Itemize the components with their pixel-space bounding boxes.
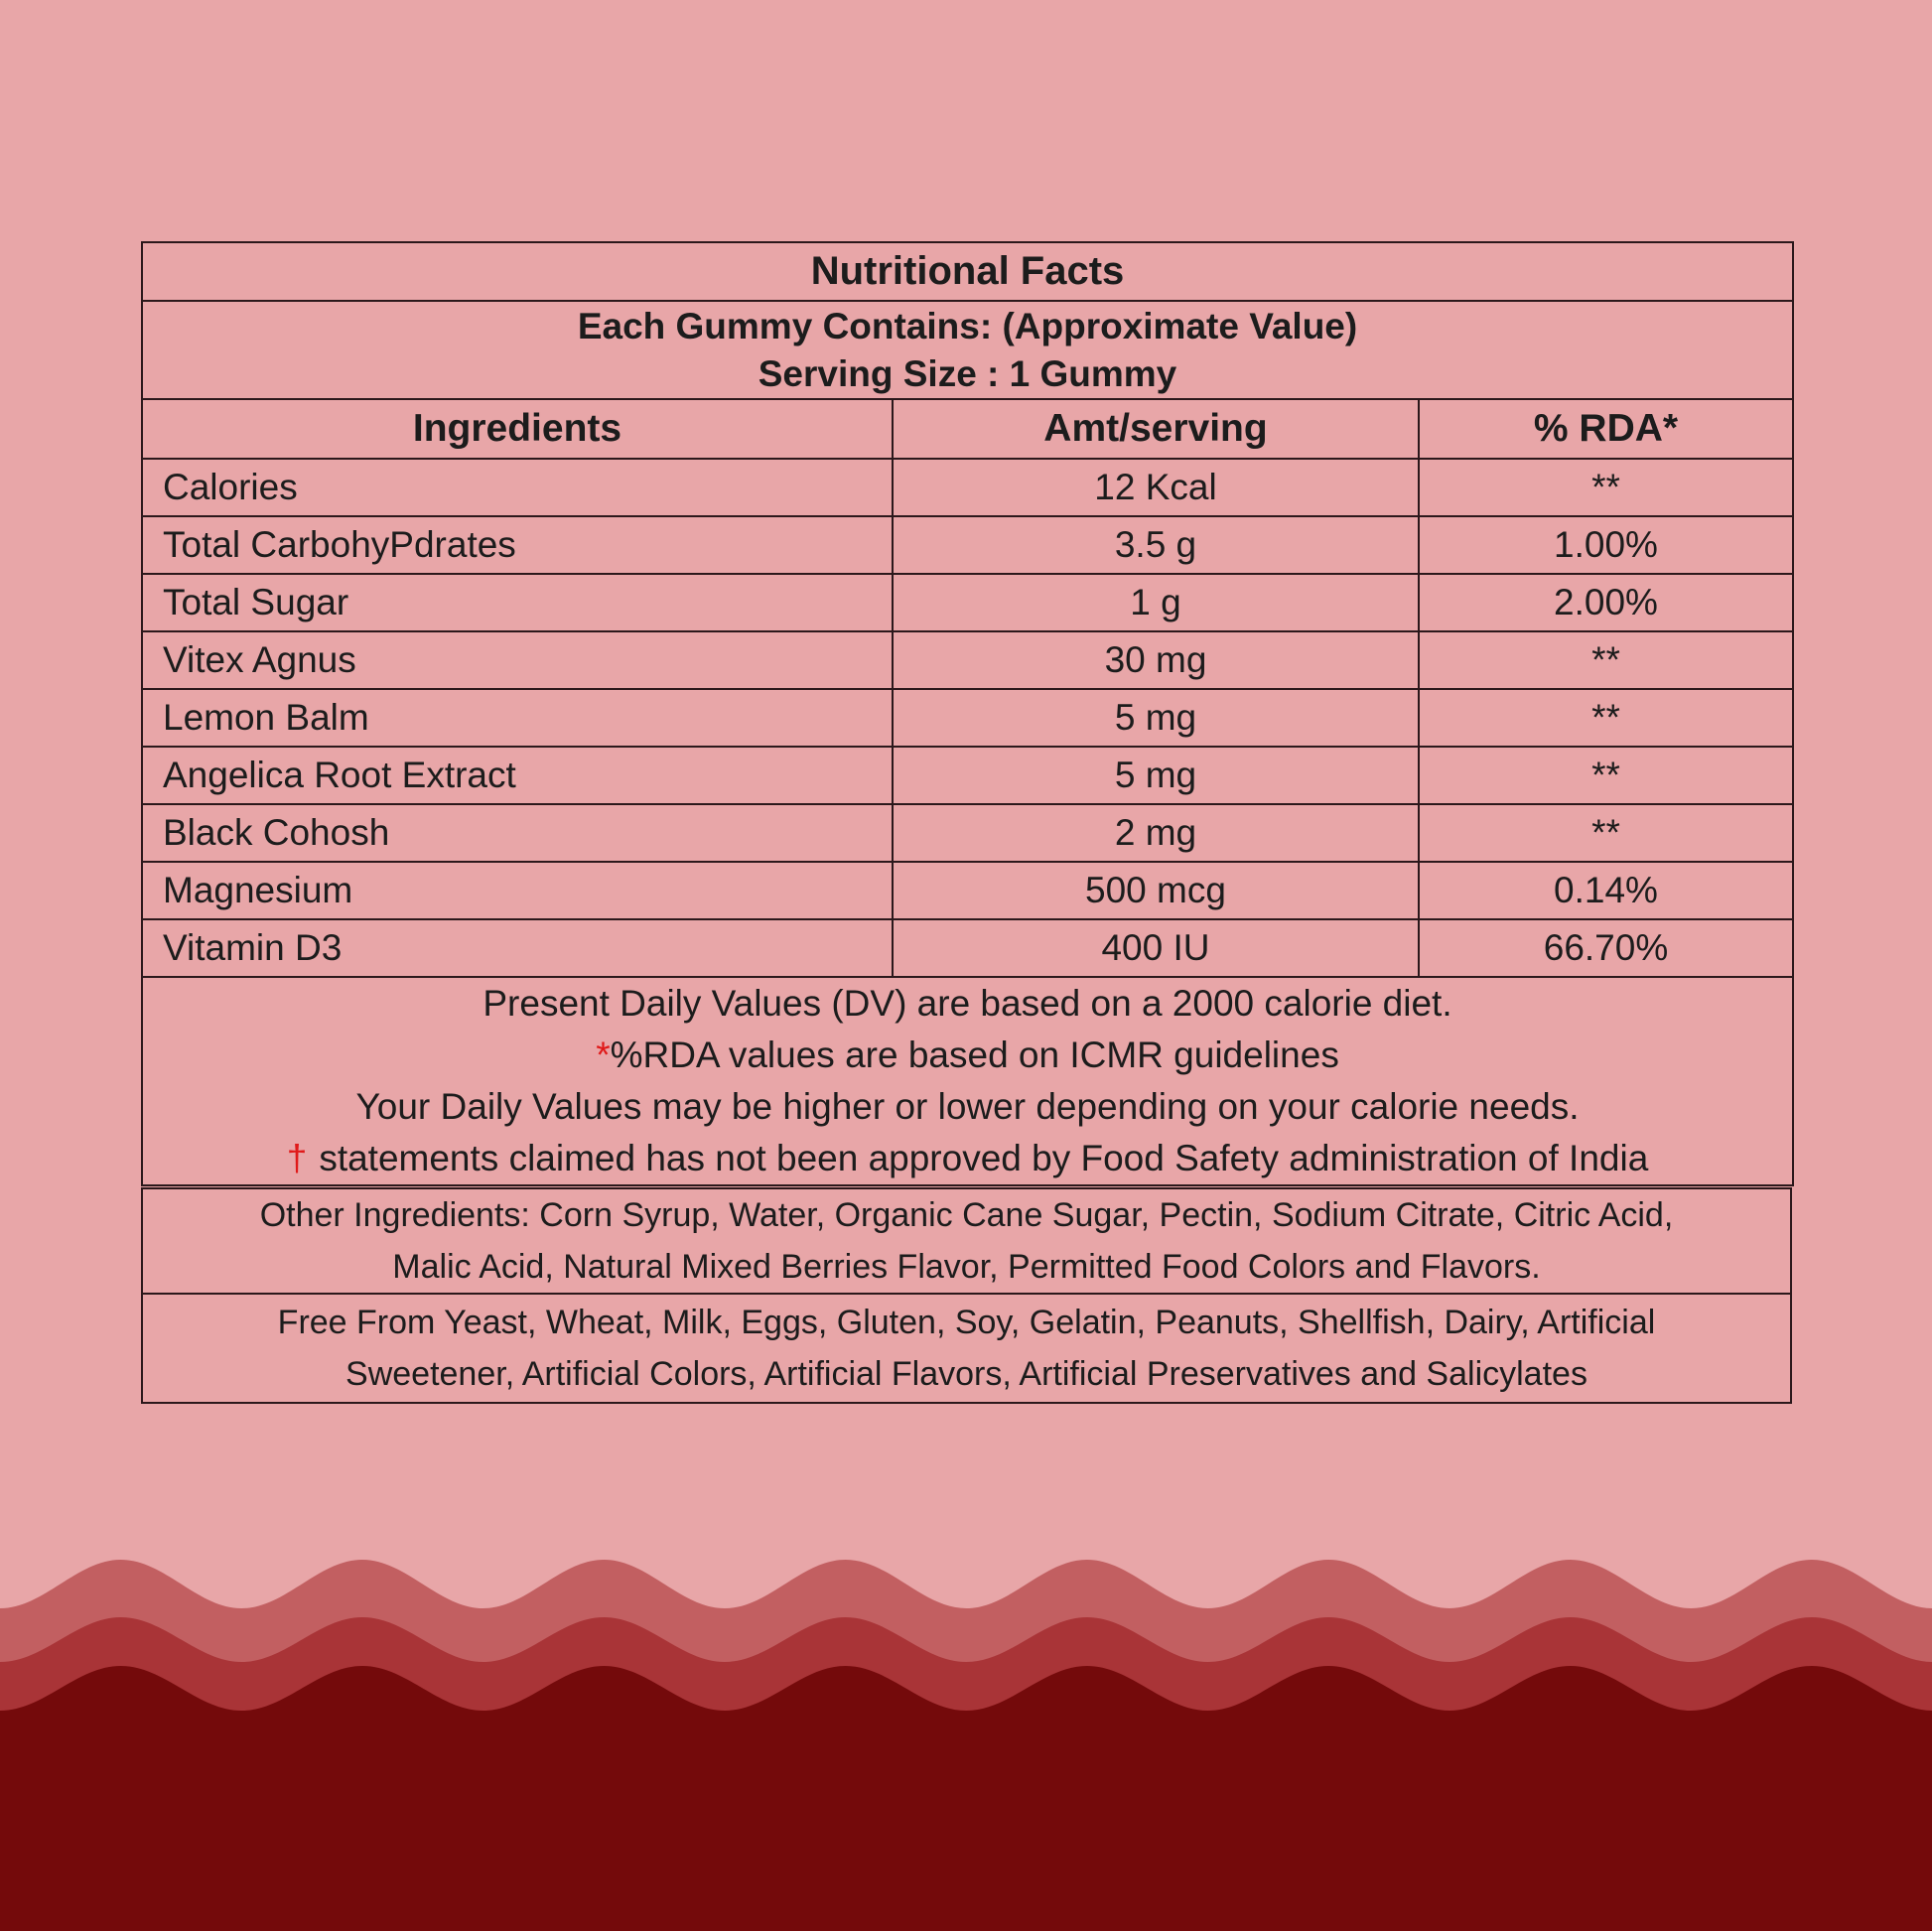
footnote-calorie-needs: Your Daily Values may be higher or lower… — [355, 1086, 1580, 1127]
ingredient-name-cell: Black Cohosh — [141, 803, 894, 863]
table-row: Lemon Balm 5 mg ** — [141, 688, 1795, 748]
ingredient-name-cell: Vitex Agnus — [141, 630, 894, 690]
asterisk-mark: * — [596, 1034, 611, 1075]
rda-cell: ** — [1417, 803, 1795, 863]
ingredient-name-cell: Total Sugar — [141, 573, 894, 632]
table-row: Black Cohosh 2 mg ** — [141, 803, 1795, 863]
ingredient-name-cell: Calories — [141, 458, 894, 517]
footnote-daily-values: Present Daily Values (DV) are based on a… — [483, 983, 1452, 1024]
serving-info-cell: Each Gummy Contains: (Approximate Value)… — [140, 300, 1795, 400]
ingredient-name-cell: Angelica Root Extract — [141, 746, 894, 805]
footnotes-cell: Present Daily Values (DV) are based on a… — [140, 976, 1795, 1186]
page-title: Nutritional Facts — [140, 241, 1795, 302]
other-ingredients-row: Other Ingredients: Corn Syrup, Water, Or… — [141, 1187, 1792, 1295]
dagger-mark: † — [286, 1138, 308, 1178]
column-header-rda: % RDA* — [1417, 398, 1795, 460]
table-row: Calories 12 Kcal ** — [141, 458, 1795, 517]
ingredient-name-cell: Magnesium — [141, 861, 894, 920]
table-row: Total Sugar 1 g 2.00% — [141, 573, 1795, 632]
wave-decoration — [0, 1560, 1932, 1931]
footnotes-row: Present Daily Values (DV) are based on a… — [140, 976, 1795, 1186]
other-ingredients-text: Other Ingredients: Corn Syrup, Water, Or… — [141, 1187, 1792, 1295]
amount-cell: 30 mg — [892, 630, 1420, 690]
rda-cell: ** — [1417, 630, 1795, 690]
table-title-row: Nutritional Facts — [140, 241, 1795, 302]
rda-cell: ** — [1417, 458, 1795, 517]
ingredients-info-table: Other Ingredients: Corn Syrup, Water, Or… — [141, 1187, 1792, 1404]
column-header-row: Ingredients Amt/serving % RDA* — [141, 398, 1795, 460]
column-header-amount: Amt/serving — [892, 398, 1420, 460]
table-subtitle-row: Each Gummy Contains: (Approximate Value)… — [140, 300, 1795, 400]
amount-cell: 12 Kcal — [892, 458, 1420, 517]
rda-cell: 2.00% — [1417, 573, 1795, 632]
serving-info-line1: Each Gummy Contains: (Approximate Value) — [577, 305, 1358, 346]
nutrition-facts-table: Nutritional Facts Each Gummy Contains: (… — [140, 241, 1795, 1186]
table-row: Magnesium 500 mcg 0.14% — [141, 861, 1795, 920]
amount-cell: 400 IU — [892, 918, 1420, 978]
table-row: Angelica Root Extract 5 mg ** — [141, 746, 1795, 805]
ingredient-name-cell: Lemon Balm — [141, 688, 894, 748]
footnote-fssai-disclaimer: † statements claimed has not been approve… — [286, 1138, 1649, 1178]
rda-cell: 66.70% — [1417, 918, 1795, 978]
free-from-text: Free From Yeast, Wheat, Milk, Eggs, Glut… — [141, 1293, 1792, 1404]
amount-cell: 500 mcg — [892, 861, 1420, 920]
rda-cell: ** — [1417, 688, 1795, 748]
amount-cell: 5 mg — [892, 688, 1420, 748]
wave-layer-dark — [0, 1666, 1932, 1931]
amount-cell: 5 mg — [892, 746, 1420, 805]
footnote-rda-basis: *%RDA values are based on ICMR guideline… — [596, 1034, 1339, 1075]
table-row: Vitex Agnus 30 mg ** — [141, 630, 1795, 690]
table-row: Vitamin D3 400 IU 66.70% — [141, 918, 1795, 978]
amount-cell: 2 mg — [892, 803, 1420, 863]
ingredient-name-cell: Vitamin D3 — [141, 918, 894, 978]
rda-cell: 1.00% — [1417, 515, 1795, 575]
table-row: Total CarbohyPdrates 3.5 g 1.00% — [141, 515, 1795, 575]
amount-cell: 3.5 g — [892, 515, 1420, 575]
rda-cell: 0.14% — [1417, 861, 1795, 920]
column-header-ingredients: Ingredients — [141, 398, 894, 460]
free-from-row: Free From Yeast, Wheat, Milk, Eggs, Glut… — [141, 1293, 1792, 1404]
amount-cell: 1 g — [892, 573, 1420, 632]
ingredient-name-cell: Total CarbohyPdrates — [141, 515, 894, 575]
serving-info-line2: Serving Size : 1 Gummy — [758, 352, 1177, 394]
rda-cell: ** — [1417, 746, 1795, 805]
